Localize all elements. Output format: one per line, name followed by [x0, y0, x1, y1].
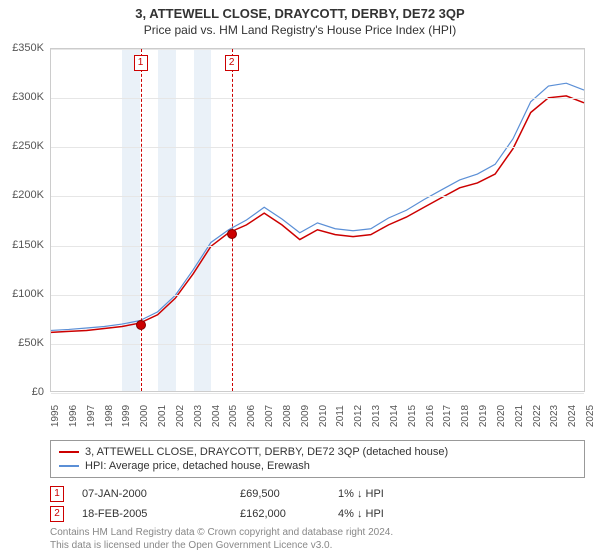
y-tick-label: £100K: [12, 288, 44, 300]
gridline: [51, 344, 584, 345]
sale-price: £69,500: [240, 488, 320, 500]
gridline: [51, 246, 584, 247]
title-block: 3, ATTEWELL CLOSE, DRAYCOTT, DERBY, DE72…: [0, 0, 600, 37]
attribution: Contains HM Land Registry data © Crown c…: [50, 526, 585, 552]
x-tick-label: 2017: [442, 405, 453, 427]
x-tick-label: 2022: [532, 405, 543, 427]
x-tick-label: 2004: [211, 405, 222, 427]
x-tick-label: 2010: [318, 405, 329, 427]
sale-diff: 4% ↓ HPI: [338, 508, 418, 520]
price-chart: 12: [50, 48, 585, 392]
sale-marker-label: 1: [134, 55, 148, 71]
x-tick-label: 2003: [193, 405, 204, 427]
sale-marker-line: [232, 49, 233, 391]
legend-swatch: [59, 451, 79, 453]
y-tick-label: £0: [32, 386, 44, 398]
attribution-line: Contains HM Land Registry data © Crown c…: [50, 526, 585, 539]
series-line: [51, 83, 584, 330]
x-tick-label: 2018: [460, 405, 471, 427]
y-tick-label: £350K: [12, 42, 44, 54]
sale-row: 1 07-JAN-2000 £69,500 1% ↓ HPI: [50, 484, 585, 504]
sale-marker-dot: [227, 229, 237, 239]
x-tick-label: 2025: [585, 405, 596, 427]
y-tick-label: £50K: [18, 337, 44, 349]
attribution-line: This data is licensed under the Open Gov…: [50, 539, 585, 552]
sale-price: £162,000: [240, 508, 320, 520]
legend-item: HPI: Average price, detached house, Erew…: [59, 459, 576, 473]
x-tick-label: 2009: [300, 405, 311, 427]
x-tick-label: 2006: [246, 405, 257, 427]
sale-index: 1: [50, 486, 64, 502]
legend-label: HPI: Average price, detached house, Erew…: [85, 460, 310, 472]
sale-row: 2 18-FEB-2005 £162,000 4% ↓ HPI: [50, 504, 585, 524]
page-subtitle: Price paid vs. HM Land Registry's House …: [0, 23, 600, 37]
x-tick-label: 2021: [514, 405, 525, 427]
legend-swatch: [59, 465, 79, 467]
x-tick-label: 1999: [121, 405, 132, 427]
x-tick-label: 2011: [335, 405, 346, 427]
sale-date: 18-FEB-2005: [82, 508, 222, 520]
gridline: [51, 147, 584, 148]
x-tick-label: 2002: [175, 405, 186, 427]
x-tick-label: 2012: [353, 405, 364, 427]
x-tick-label: 2007: [264, 405, 275, 427]
sale-marker-line: [141, 49, 142, 391]
chart-svg: [51, 49, 584, 391]
y-tick-label: £150K: [12, 239, 44, 251]
gridline: [51, 295, 584, 296]
x-tick-label: 2023: [549, 405, 560, 427]
y-tick-label: £200K: [12, 189, 44, 201]
x-tick-label: 1996: [68, 405, 79, 427]
x-tick-label: 2000: [139, 405, 150, 427]
x-tick-label: 2008: [282, 405, 293, 427]
y-tick-label: £300K: [12, 91, 44, 103]
x-tick-label: 2024: [567, 405, 578, 427]
sale-marker-label: 2: [225, 55, 239, 71]
sale-date: 07-JAN-2000: [82, 488, 222, 500]
legend: 3, ATTEWELL CLOSE, DRAYCOTT, DERBY, DE72…: [50, 440, 585, 478]
x-tick-label: 2016: [425, 405, 436, 427]
x-tick-label: 2014: [389, 405, 400, 427]
x-tick-label: 2020: [496, 405, 507, 427]
page-title: 3, ATTEWELL CLOSE, DRAYCOTT, DERBY, DE72…: [0, 6, 600, 21]
gridline: [51, 98, 584, 99]
x-axis: 1995 1996 1997 1998 1999 2000 2001 2002 2003 2004…: [50, 394, 585, 434]
legend-item: 3, ATTEWELL CLOSE, DRAYCOTT, DERBY, DE72…: [59, 445, 576, 459]
y-tick-label: £250K: [12, 140, 44, 152]
gridline: [51, 196, 584, 197]
sale-diff: 1% ↓ HPI: [338, 488, 418, 500]
legend-label: 3, ATTEWELL CLOSE, DRAYCOTT, DERBY, DE72…: [85, 446, 448, 458]
sales-table: 1 07-JAN-2000 £69,500 1% ↓ HPI 2 18-FEB-2005 £…: [50, 484, 585, 524]
x-tick-label: 2015: [407, 405, 418, 427]
sale-marker-dot: [136, 320, 146, 330]
series-line: [51, 96, 584, 332]
x-tick-label: 1995: [50, 405, 61, 427]
gridline: [51, 49, 584, 50]
sale-index: 2: [50, 506, 64, 522]
x-tick-label: 2013: [371, 405, 382, 427]
x-tick-label: 1997: [86, 405, 97, 427]
x-tick-label: 2001: [157, 405, 168, 427]
x-tick-label: 2019: [478, 405, 489, 427]
x-tick-label: 2005: [228, 405, 239, 427]
x-tick-label: 1998: [104, 405, 115, 427]
y-axis: £0£50K£100K£150K£200K£250K£300K£350K: [0, 48, 48, 392]
